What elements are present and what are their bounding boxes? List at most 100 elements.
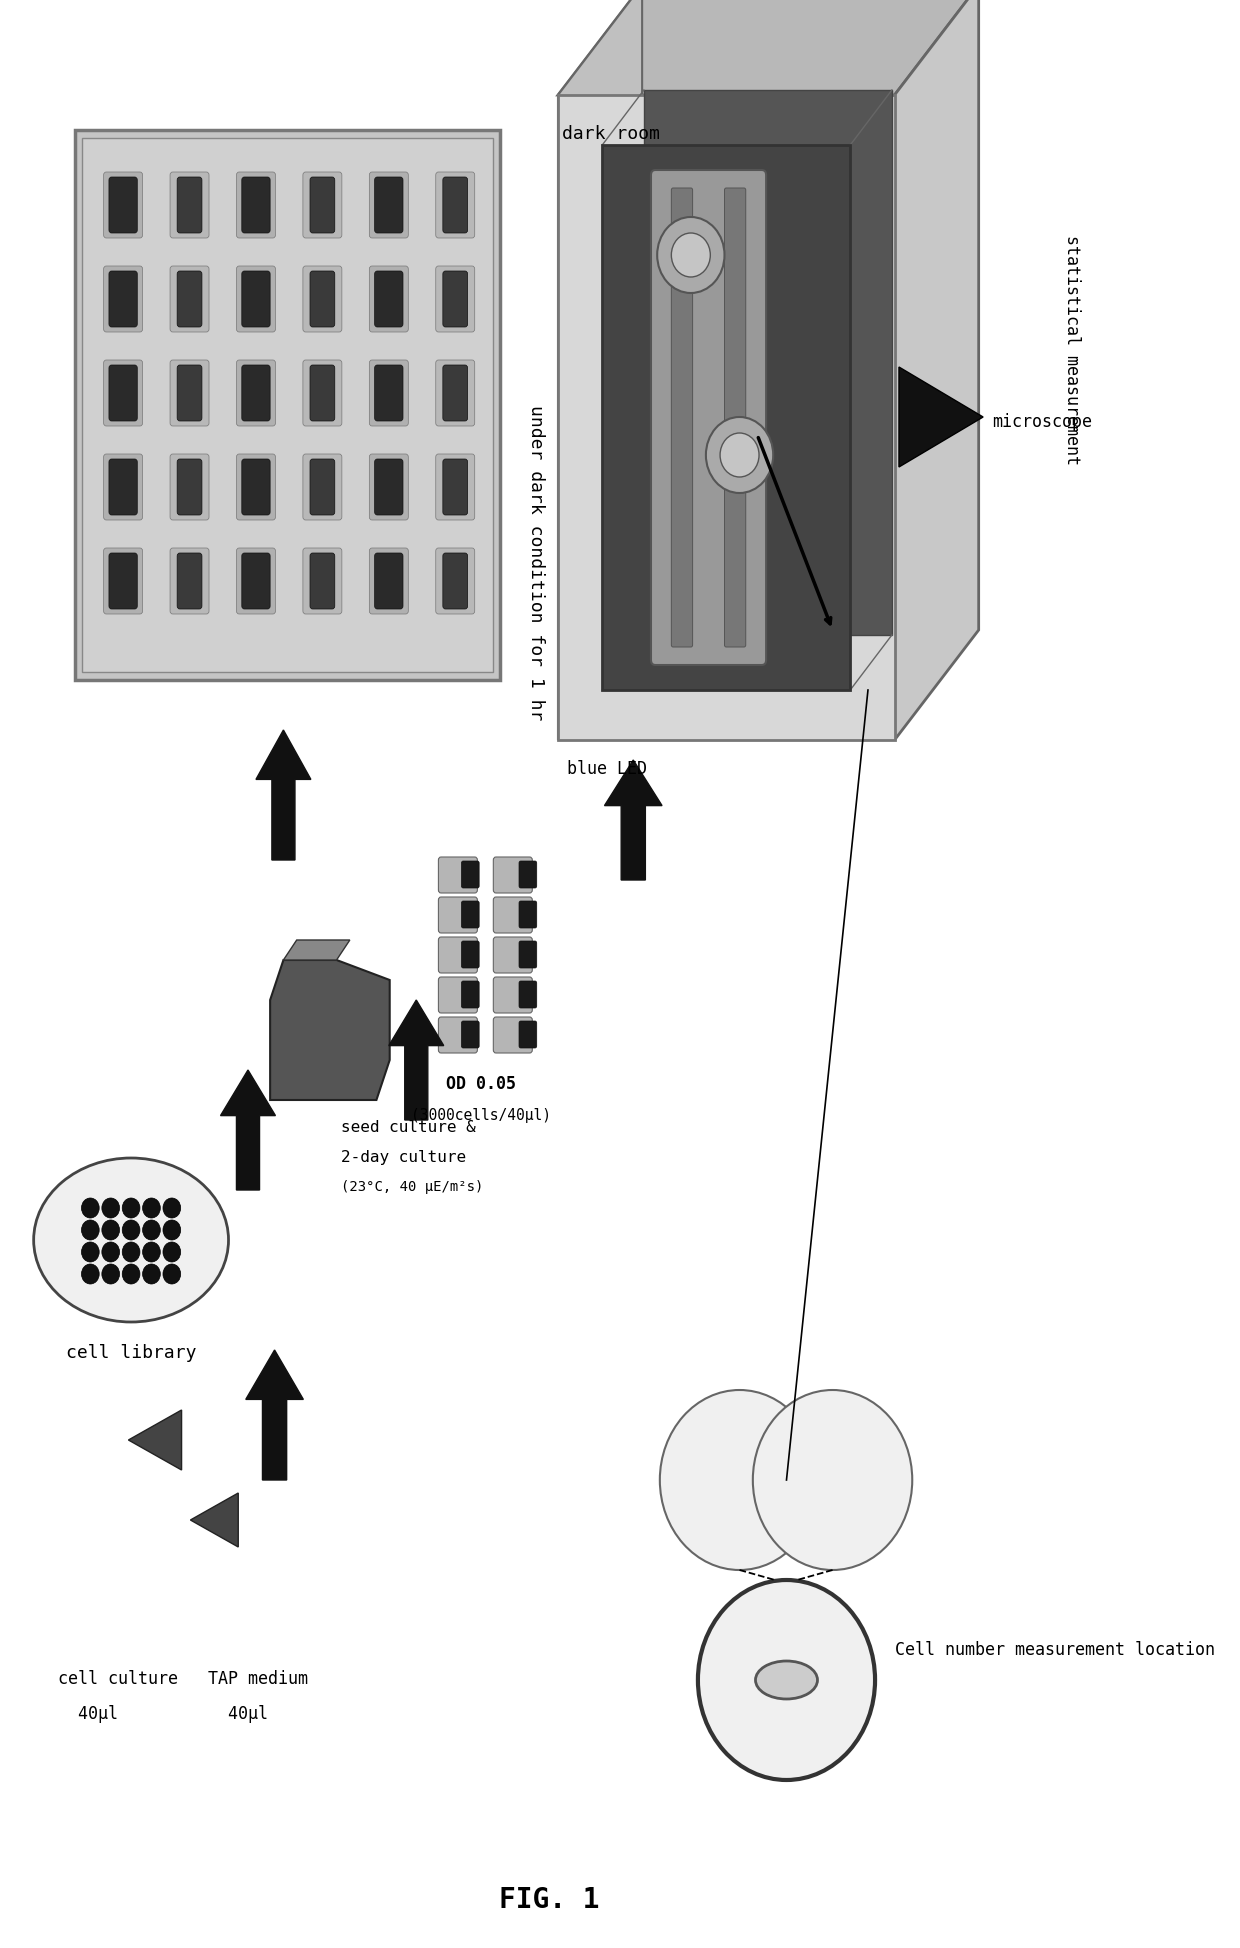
FancyBboxPatch shape [494,1017,532,1054]
Circle shape [162,1264,181,1284]
FancyBboxPatch shape [520,861,537,888]
Circle shape [162,1243,181,1262]
Text: cell library: cell library [66,1344,196,1362]
FancyBboxPatch shape [170,454,210,520]
Text: (3000cells/40μl): (3000cells/40μl) [410,1108,551,1122]
Circle shape [143,1219,160,1241]
Text: 40μl           40μl: 40μl 40μl [57,1704,268,1722]
FancyBboxPatch shape [104,360,143,427]
FancyBboxPatch shape [443,271,467,327]
FancyBboxPatch shape [374,271,403,327]
FancyBboxPatch shape [724,189,745,647]
FancyBboxPatch shape [177,177,202,234]
FancyBboxPatch shape [177,553,202,610]
FancyBboxPatch shape [104,547,143,614]
Text: microscope: microscope [992,413,1092,431]
FancyBboxPatch shape [671,189,693,647]
Polygon shape [246,1350,304,1480]
Circle shape [102,1264,119,1284]
FancyBboxPatch shape [104,454,143,520]
Polygon shape [558,0,642,740]
FancyBboxPatch shape [443,177,467,234]
Text: 2-day culture: 2-day culture [341,1149,466,1165]
FancyBboxPatch shape [237,171,275,238]
FancyBboxPatch shape [170,267,210,331]
FancyBboxPatch shape [303,171,342,238]
FancyBboxPatch shape [374,364,403,421]
FancyBboxPatch shape [494,896,532,933]
Circle shape [102,1198,119,1218]
FancyBboxPatch shape [439,857,477,892]
FancyBboxPatch shape [494,937,532,972]
FancyBboxPatch shape [374,553,403,610]
Polygon shape [284,941,350,960]
FancyBboxPatch shape [310,553,335,610]
FancyBboxPatch shape [443,460,467,514]
FancyBboxPatch shape [310,364,335,421]
Circle shape [657,216,724,292]
Circle shape [82,1264,99,1284]
FancyBboxPatch shape [461,941,479,968]
Circle shape [123,1243,140,1262]
Polygon shape [644,90,892,635]
Polygon shape [899,366,983,468]
Polygon shape [129,1410,181,1471]
FancyBboxPatch shape [520,1021,537,1048]
Circle shape [143,1264,160,1284]
FancyBboxPatch shape [461,861,479,888]
FancyBboxPatch shape [461,982,479,1007]
FancyBboxPatch shape [520,902,537,927]
Circle shape [671,234,711,277]
FancyBboxPatch shape [177,364,202,421]
FancyBboxPatch shape [439,896,477,933]
Circle shape [123,1219,140,1241]
FancyBboxPatch shape [170,360,210,427]
FancyBboxPatch shape [242,364,270,421]
Text: (23°C, 40 μE/m²s): (23°C, 40 μE/m²s) [341,1180,484,1194]
FancyBboxPatch shape [303,267,342,331]
Circle shape [102,1219,119,1241]
Polygon shape [255,730,311,859]
FancyBboxPatch shape [439,937,477,972]
Circle shape [102,1243,119,1262]
FancyBboxPatch shape [520,982,537,1007]
FancyBboxPatch shape [435,267,475,331]
FancyBboxPatch shape [109,553,138,610]
FancyBboxPatch shape [109,271,138,327]
FancyBboxPatch shape [520,941,537,968]
Text: under dark condition for 1 hr: under dark condition for 1 hr [527,405,544,721]
Text: blue LED: blue LED [567,760,647,777]
FancyBboxPatch shape [439,978,477,1013]
Text: Cell number measurement location: Cell number measurement location [894,1640,1214,1660]
FancyBboxPatch shape [104,171,143,238]
FancyBboxPatch shape [435,454,475,520]
Circle shape [660,1391,820,1570]
FancyBboxPatch shape [104,267,143,331]
FancyBboxPatch shape [374,460,403,514]
FancyBboxPatch shape [370,267,408,331]
FancyBboxPatch shape [494,978,532,1013]
Polygon shape [270,960,389,1101]
Text: OD 0.05: OD 0.05 [446,1075,516,1093]
FancyBboxPatch shape [435,547,475,614]
FancyBboxPatch shape [170,171,210,238]
FancyBboxPatch shape [177,271,202,327]
Circle shape [720,432,759,477]
Circle shape [82,1198,99,1218]
Polygon shape [221,1069,275,1190]
Text: dark room: dark room [563,125,660,142]
FancyBboxPatch shape [242,177,270,234]
FancyBboxPatch shape [370,547,408,614]
FancyBboxPatch shape [76,131,501,680]
FancyBboxPatch shape [443,553,467,610]
FancyBboxPatch shape [242,271,270,327]
Circle shape [162,1198,181,1218]
Polygon shape [558,95,894,740]
FancyBboxPatch shape [370,454,408,520]
FancyBboxPatch shape [310,177,335,234]
Polygon shape [558,0,978,95]
FancyBboxPatch shape [237,360,275,427]
FancyBboxPatch shape [435,360,475,427]
FancyBboxPatch shape [170,547,210,614]
FancyBboxPatch shape [303,454,342,520]
